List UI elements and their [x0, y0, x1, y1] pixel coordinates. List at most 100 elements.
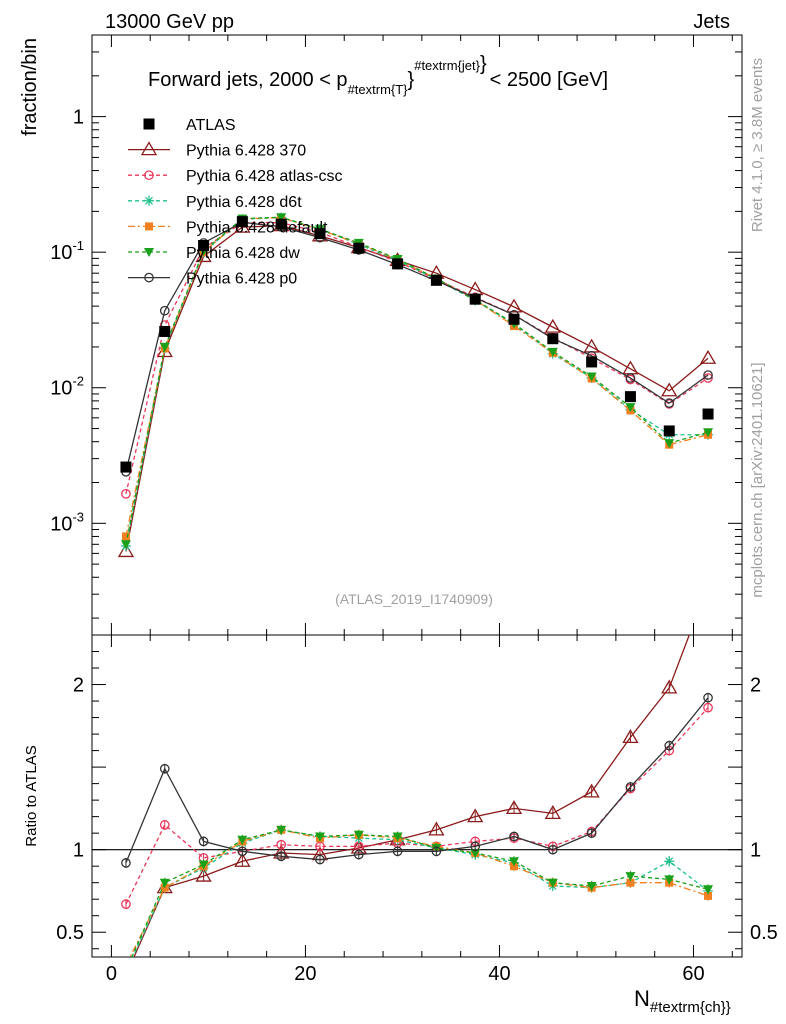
legend-marker	[144, 272, 154, 283]
ratio-point	[121, 899, 131, 910]
ratio-point	[119, 968, 133, 980]
data-point	[586, 356, 598, 368]
ratio-point	[198, 860, 209, 870]
energy-label: 13000 GeV pp	[105, 11, 234, 33]
ratio-y-axis-label: Ratio to ATLAS	[23, 745, 40, 846]
ratio-point	[234, 852, 251, 867]
y-tick-label: 10-1	[50, 238, 84, 264]
ratio-point	[703, 702, 713, 713]
chart-title-superscript: #textrm{jet}	[414, 58, 480, 73]
ratio-point	[121, 858, 131, 868]
ratio-point	[392, 846, 403, 857]
main-plot: 1 10-1 10-2 10-3 fraction/bin Forward jets,…	[19, 34, 743, 636]
ratio-point	[664, 856, 675, 867]
chart-title: Forward jets, 2000 < p#textrm{T}}#textrm…	[148, 53, 608, 97]
category-label: Jets	[693, 11, 730, 33]
ratio-plot-frame	[91, 634, 743, 958]
legend: ATLAS Pythia 6.428 370 Pythia 6.428 atlas-…	[128, 117, 343, 288]
ratio-point	[353, 849, 364, 860]
legend-marker	[144, 170, 154, 181]
data-point	[430, 274, 442, 286]
ratio-series-pythia-6-428-dw	[131, 824, 714, 957]
ratio-point	[392, 832, 403, 842]
data-point	[120, 540, 131, 550]
ratio-point	[701, 578, 715, 590]
ratio-point	[159, 820, 170, 830]
ratio-point	[583, 783, 600, 798]
y-tick-label: 10-3	[50, 509, 84, 535]
data-point	[508, 313, 520, 325]
data-point	[121, 488, 131, 499]
ratio-point	[664, 875, 675, 885]
legend-marker	[140, 141, 158, 156]
ratio-point	[586, 828, 597, 839]
ratio-point	[625, 782, 636, 792]
legend-label: Pythia 6.428 dw	[186, 245, 300, 262]
data-point	[198, 240, 210, 252]
chart-title-close: }	[408, 69, 415, 91]
series-line	[125, 221, 709, 472]
ratio-series-pythia-6-428-d6t	[121, 824, 714, 977]
ratio-point	[237, 846, 248, 857]
ratio-tick-label-right: 2	[750, 675, 761, 697]
data-point	[703, 428, 714, 438]
data-point	[664, 439, 675, 449]
ratio-tick-label-right: 1	[750, 840, 761, 862]
chart-title-suffix: < 2500 [GeV]	[490, 69, 608, 91]
ratio-point	[237, 835, 248, 845]
legend-marker	[143, 118, 155, 130]
data-point	[159, 325, 171, 337]
ratio-point	[470, 848, 481, 858]
data-point	[236, 216, 248, 228]
ratio-point	[509, 831, 519, 842]
ratio-line	[125, 707, 709, 905]
series-line	[125, 222, 709, 494]
ratio-point	[470, 841, 481, 852]
data-point	[702, 408, 714, 420]
ratio-tick-label: 0.5	[56, 922, 84, 944]
legend-marker	[144, 195, 154, 206]
data-point	[276, 213, 287, 223]
ratio-point	[276, 839, 287, 850]
ratio-point	[664, 740, 675, 751]
series-pythia-6-428-dw	[120, 213, 714, 550]
series-pythia-6-428-default	[121, 213, 713, 541]
ratio-point	[625, 872, 636, 882]
ratio-point	[547, 844, 558, 855]
ratio-point	[121, 967, 131, 977]
ratio-series-pythia-6-428-p0	[121, 692, 713, 868]
ratio-series-pythia-6-428-370	[119, 578, 715, 980]
ratio-tick-label: 1	[73, 840, 84, 862]
series-atlas-data	[120, 216, 714, 473]
data-point	[353, 242, 365, 254]
data-point	[703, 370, 713, 380]
data-point	[664, 398, 675, 408]
data-point	[699, 349, 717, 364]
ratio-point	[159, 763, 170, 774]
ratio-point	[661, 679, 678, 694]
ratio-tick-label: 2	[73, 675, 84, 697]
source-side-label: mcplots.cern.ch [arXiv:2401.10621]	[749, 362, 766, 597]
ratio-point	[703, 885, 714, 895]
data-point	[117, 543, 135, 558]
ratio-point	[276, 851, 287, 862]
data-point	[121, 532, 130, 541]
legend-entry-pythia-6-428-dw: Pythia 6.428 dw	[128, 245, 300, 262]
x-tick-label: 60	[682, 963, 704, 985]
data-point	[625, 403, 636, 413]
series-line	[125, 224, 709, 552]
ratio-point	[509, 857, 520, 867]
ratio-line	[131, 829, 709, 957]
legend-label: Pythia 6.428 d6t	[186, 194, 302, 211]
ratio-point	[626, 878, 635, 887]
ratio-point	[467, 808, 484, 823]
data-point	[586, 372, 597, 382]
data-point	[663, 425, 675, 437]
series-pythia-6-428-d6t	[120, 212, 714, 552]
y-tick-label: 10-2	[50, 374, 84, 400]
ratio-point	[159, 878, 170, 888]
x-axis-label-main: N	[634, 986, 650, 1011]
data-point	[275, 218, 287, 230]
y-tick-label: 1	[73, 107, 84, 129]
